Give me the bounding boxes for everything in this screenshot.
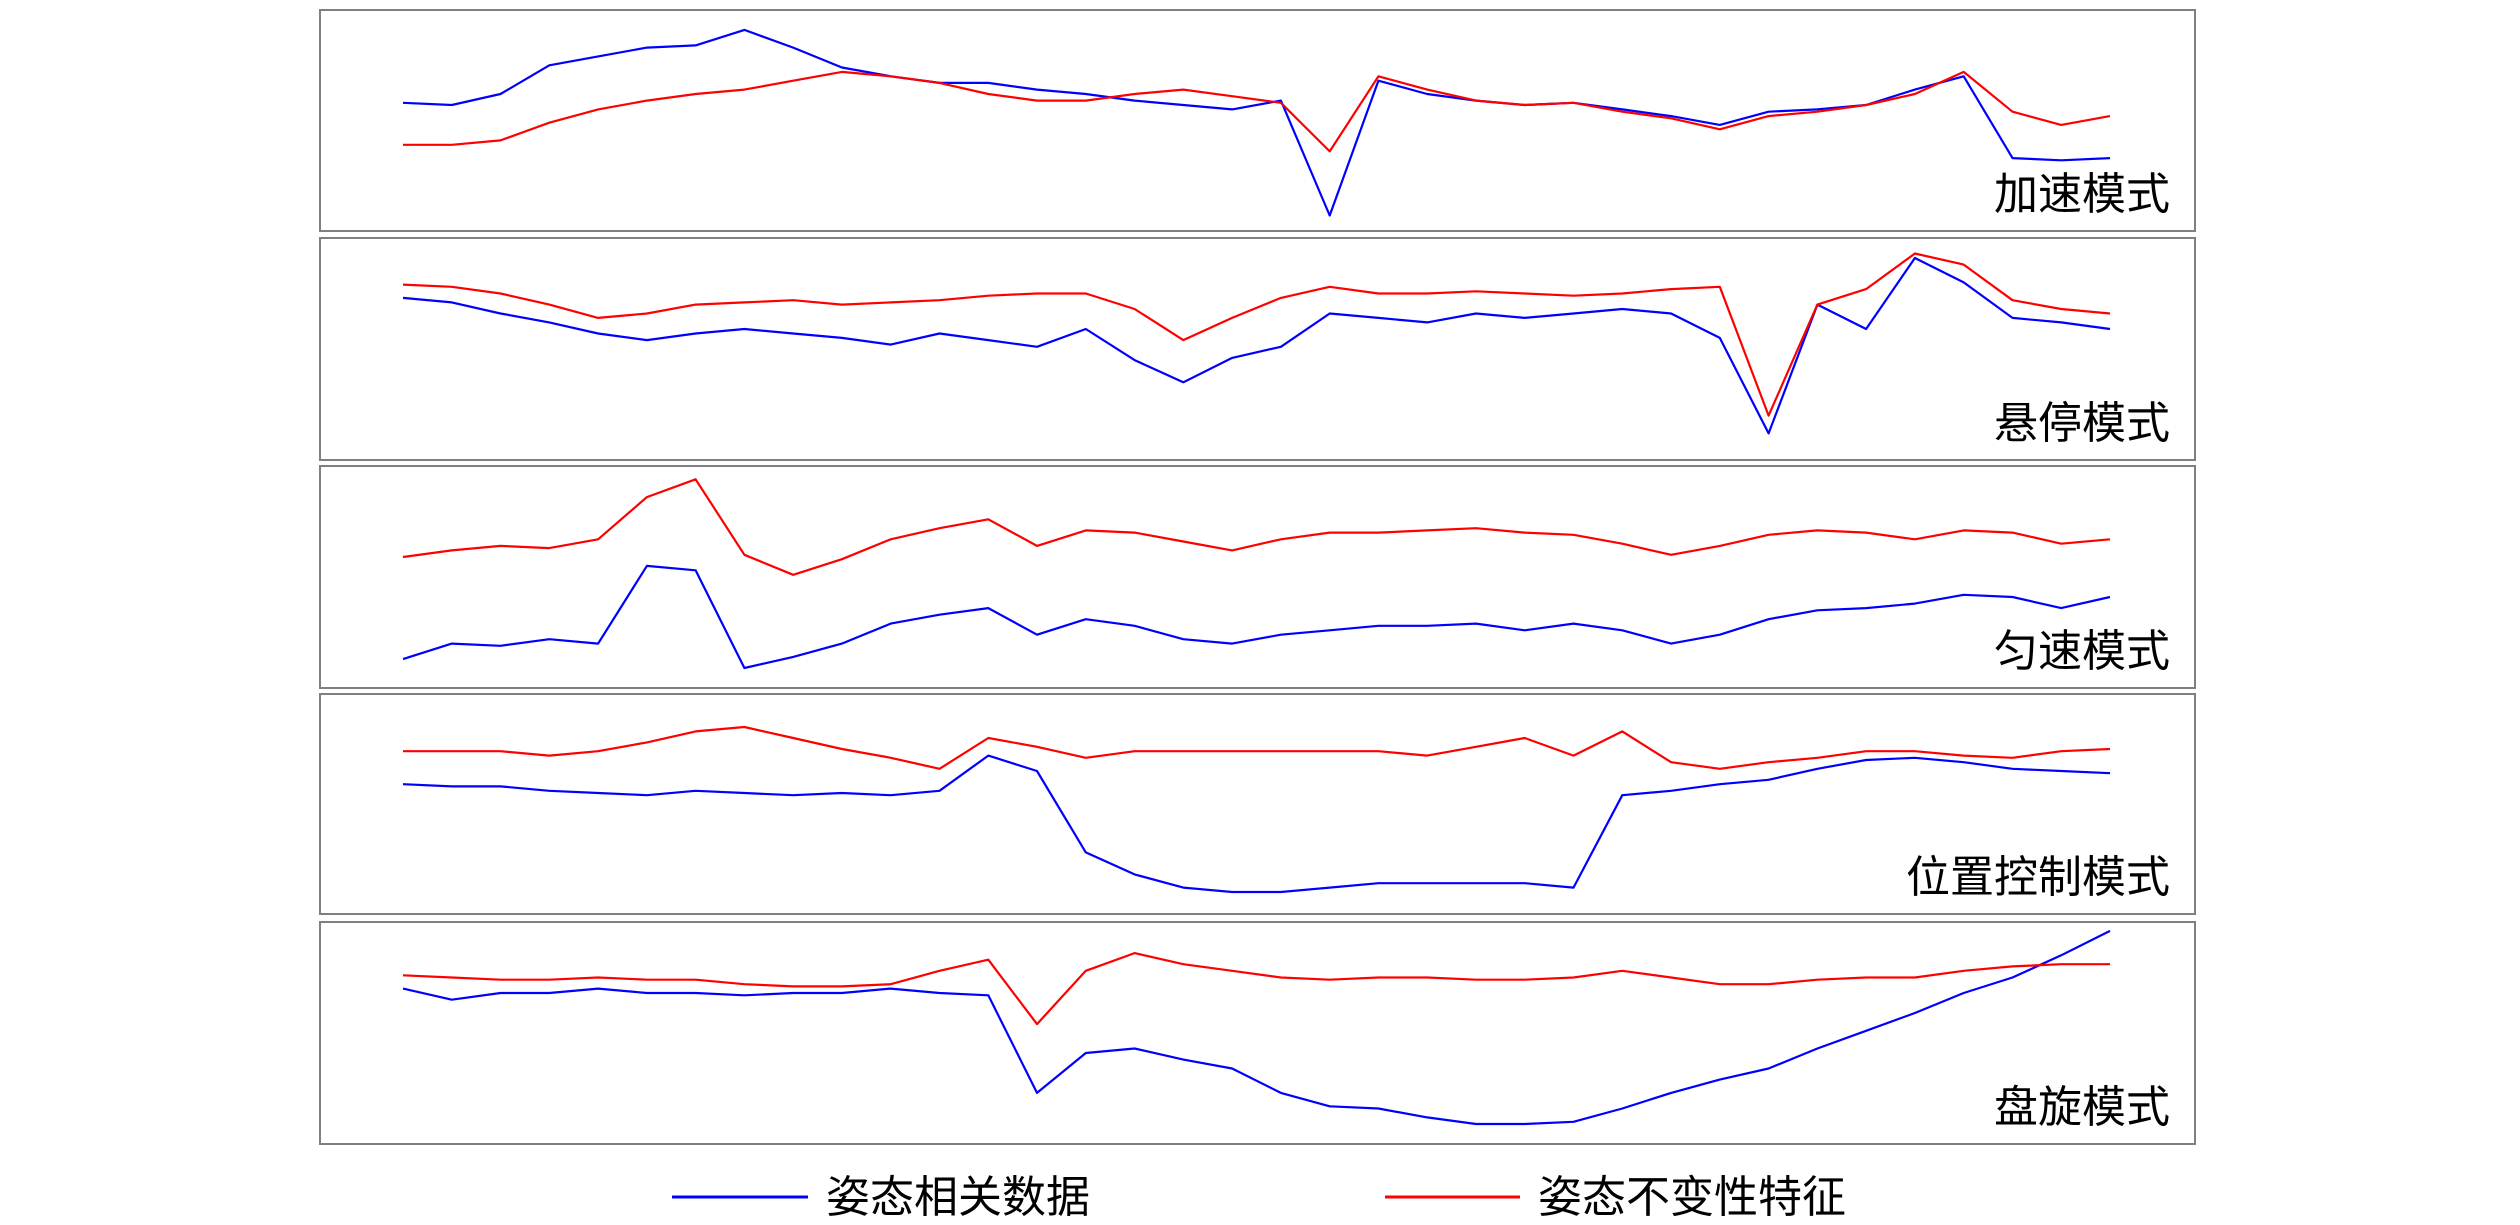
data-line xyxy=(402,754,2111,894)
panel-label: 匀速模式 xyxy=(1994,626,2170,677)
panel-label: 盘旋模式 xyxy=(1994,1082,2170,1133)
legend-label: 姿态相关数据 xyxy=(826,1172,1090,1223)
panel-frame xyxy=(319,465,2196,689)
panel-label: 悬停模式 xyxy=(1994,398,2170,449)
legend-label: 姿态不变性特征 xyxy=(1538,1172,1846,1223)
panel-label: 位置控制模式 xyxy=(1906,852,2170,903)
data-line xyxy=(403,725,2111,770)
data-line xyxy=(402,929,2111,1126)
data-line xyxy=(402,28,2111,217)
panel-frame xyxy=(319,9,2196,232)
data-line xyxy=(402,252,2111,417)
panel-frame xyxy=(319,237,2196,461)
data-line xyxy=(403,70,2111,153)
data-line xyxy=(402,564,2111,670)
panel-label: 加速模式 xyxy=(1994,169,2170,220)
data-line xyxy=(402,952,2110,1026)
data-line xyxy=(402,256,2111,435)
panel-frame xyxy=(319,693,2196,915)
panel-frame xyxy=(319,921,2196,1145)
data-line xyxy=(402,478,2111,576)
legend: 姿态相关数据 姿态不变性特征 xyxy=(672,1172,1846,1223)
